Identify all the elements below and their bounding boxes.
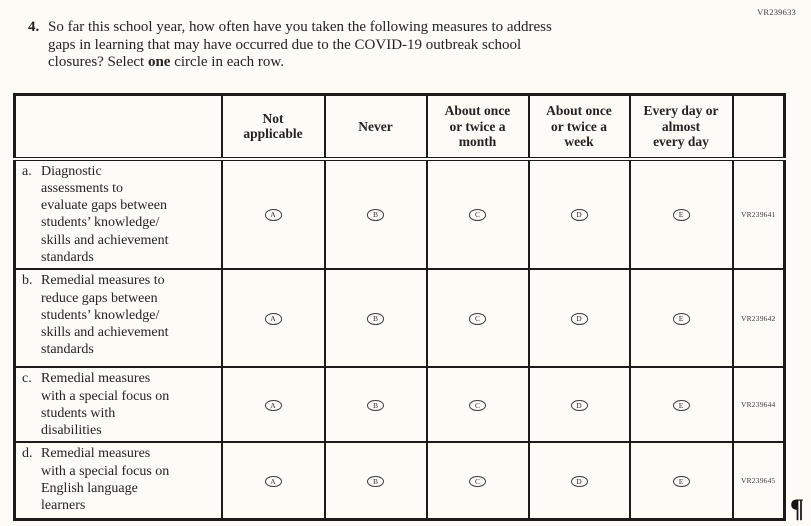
cell-d-once-twice-month: C xyxy=(425,441,530,521)
row-c-option-C-bubble[interactable]: C xyxy=(469,399,486,412)
row-c-option-D-bubble[interactable]: D xyxy=(570,399,588,412)
question-text: So far this school year, how often have … xyxy=(48,19,552,72)
vr-code-row-a: VR239641 xyxy=(731,157,786,271)
vr-code-row-d: VR239645 xyxy=(731,441,786,521)
question-number: 4. xyxy=(28,19,40,35)
row-label-text-b: Remedial measures to reduce gaps between… xyxy=(41,273,169,358)
cell-b-every-day: E xyxy=(628,268,734,369)
cell-b-never: B xyxy=(323,268,428,369)
vr-code-row-c: VR239644 xyxy=(731,366,786,444)
column-header-not-applicable: Not applicable xyxy=(220,93,326,161)
row-a-option-D-bubble[interactable]: D xyxy=(570,209,588,221)
row-d-option-E-bubble[interactable]: E xyxy=(672,475,690,488)
cell-b-not-applicable: A xyxy=(220,268,326,369)
cell-c-once-twice-month: C xyxy=(425,366,530,444)
cell-b-once-twice-week: D xyxy=(527,268,631,369)
question-line-1: So far this school year, how often have … xyxy=(48,19,552,35)
row-b-option-A-bubble[interactable]: A xyxy=(264,313,282,325)
row-marker-b: b. xyxy=(22,273,33,289)
vr-code-top: VR239633 xyxy=(757,7,796,17)
header-stub-cell xyxy=(13,93,223,161)
row-label-d: d. Remedial measures with a special focu… xyxy=(13,441,223,521)
cell-d-once-twice-week: D xyxy=(527,441,631,521)
table-row-a: a. Diagnostic assessments to evaluate ga… xyxy=(13,157,786,271)
row-marker-d: d. xyxy=(22,446,33,462)
row-c-option-B-bubble[interactable]: B xyxy=(367,399,384,412)
cell-a-every-day: E xyxy=(628,157,734,271)
row-label-a: a. Diagnostic assessments to evaluate ga… xyxy=(13,157,223,271)
cell-d-not-applicable: A xyxy=(220,441,326,521)
header-row: Not applicable Never About once or twice… xyxy=(13,93,786,161)
row-label-text-d: Remedial measures with a special focus o… xyxy=(41,446,170,514)
row-a-option-A-bubble[interactable]: A xyxy=(264,209,282,221)
row-label-b: b. Remedial measures to reduce gaps betw… xyxy=(13,268,223,369)
row-a-option-C-bubble[interactable]: C xyxy=(469,209,486,221)
row-b-option-C-bubble[interactable]: C xyxy=(469,313,486,325)
cell-c-not-applicable: A xyxy=(220,366,326,444)
table-row-c: c. Remedial measures with a special focu… xyxy=(13,366,786,444)
response-grid: Not applicable Never About once or twice… xyxy=(13,93,786,521)
row-b-option-B-bubble[interactable]: B xyxy=(367,313,384,325)
cell-a-once-twice-week: D xyxy=(527,157,631,271)
question-line-3-after: circle in each row. xyxy=(170,54,285,70)
row-c-option-E-bubble[interactable]: E xyxy=(672,399,690,412)
cell-d-every-day: E xyxy=(628,441,734,521)
row-label-text-a: Diagnostic assessments to evaluate gaps … xyxy=(41,163,169,265)
column-header-every-day: Every day or almost every day xyxy=(628,93,734,161)
cell-c-never: B xyxy=(323,366,428,444)
row-label-text-c: Remedial measures with a special focus o… xyxy=(41,371,170,439)
table-row-d: d. Remedial measures with a special focu… xyxy=(13,441,786,521)
question-line-2: gaps in learning that may have occurred … xyxy=(48,36,522,53)
row-c-option-A-bubble[interactable]: A xyxy=(264,399,282,412)
row-b-option-D-bubble[interactable]: D xyxy=(570,313,588,325)
row-d-option-D-bubble[interactable]: D xyxy=(570,475,588,488)
cell-c-every-day: E xyxy=(628,366,734,444)
question-line-3-bold: one xyxy=(147,54,171,70)
cell-a-once-twice-month: C xyxy=(425,157,530,271)
column-header-never: Never xyxy=(323,93,428,161)
row-a-option-E-bubble[interactable]: E xyxy=(672,209,690,221)
cell-b-once-twice-month: C xyxy=(425,268,530,369)
row-d-option-A-bubble[interactable]: A xyxy=(264,475,282,488)
cell-c-once-twice-week: D xyxy=(527,366,631,444)
cell-a-never: B xyxy=(323,157,428,271)
row-label-c: c. Remedial measures with a special focu… xyxy=(13,366,223,444)
cell-a-not-applicable: A xyxy=(220,157,326,271)
row-marker-c: c. xyxy=(22,371,32,387)
vr-code-row-b: VR239642 xyxy=(731,268,786,369)
row-d-option-B-bubble[interactable]: B xyxy=(367,475,384,488)
column-header-once-twice-month: About once or twice a month xyxy=(425,93,530,161)
column-header-once-twice-week: About once or twice a week xyxy=(527,93,631,161)
cell-d-never: B xyxy=(323,441,428,521)
question-line-3-before: closures? Select xyxy=(48,54,148,70)
header-vr-cell xyxy=(731,93,786,161)
row-b-option-E-bubble[interactable]: E xyxy=(672,313,690,325)
question-line-3: closures? Select one circle in each row. xyxy=(48,54,552,72)
question-block: 4. So far this school year, how often ha… xyxy=(28,19,552,72)
table-row-b: b. Remedial measures to reduce gaps betw… xyxy=(13,268,786,369)
row-d-option-C-bubble[interactable]: C xyxy=(469,475,486,488)
pilcrow-mark: ¶ xyxy=(790,494,805,523)
row-marker-a: a. xyxy=(22,163,32,179)
row-a-option-B-bubble[interactable]: B xyxy=(367,209,384,221)
